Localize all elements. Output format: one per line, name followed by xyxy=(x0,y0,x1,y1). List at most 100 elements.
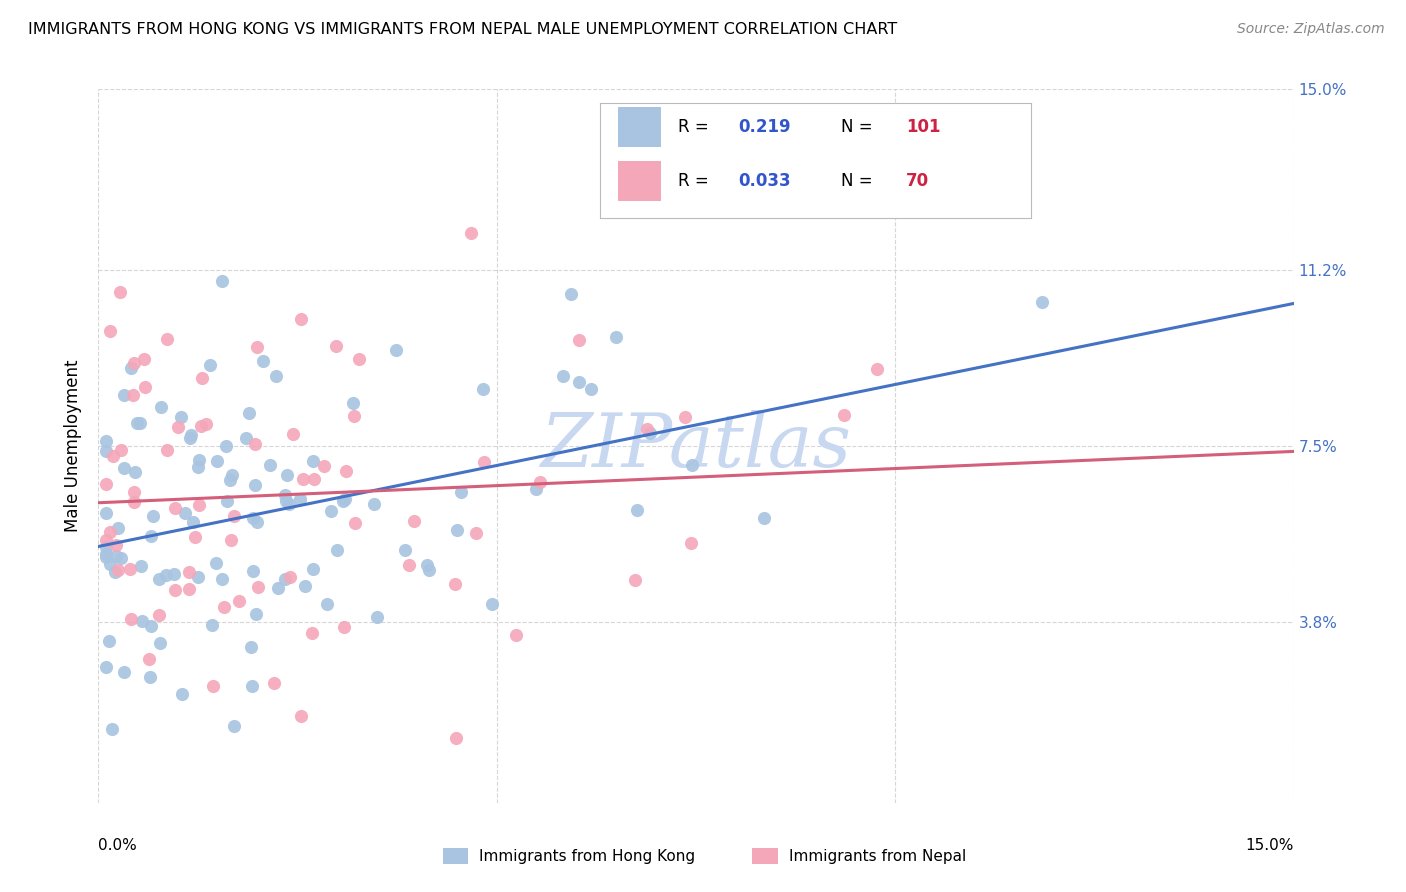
Point xyxy=(188,453,211,467)
Point xyxy=(224,508,246,523)
Point xyxy=(416,558,439,573)
Point xyxy=(472,382,495,396)
Point xyxy=(166,419,188,434)
Point xyxy=(190,418,212,433)
Point xyxy=(148,572,170,586)
Point xyxy=(290,709,312,723)
Y-axis label: Male Unemployment: Male Unemployment xyxy=(65,359,83,533)
Point xyxy=(524,483,547,497)
Point xyxy=(446,524,468,538)
Point xyxy=(344,516,367,530)
Point xyxy=(560,287,582,301)
Point xyxy=(1031,295,1053,310)
Point xyxy=(149,400,172,414)
Point xyxy=(180,428,202,442)
Point xyxy=(100,557,122,571)
Point xyxy=(112,461,135,475)
Point xyxy=(112,388,135,402)
Point xyxy=(273,488,295,502)
Point xyxy=(96,660,118,674)
Point xyxy=(141,529,163,543)
Point xyxy=(163,500,186,515)
Point xyxy=(240,679,263,693)
Text: 15.0%: 15.0% xyxy=(1246,838,1294,854)
Point xyxy=(142,509,165,524)
Point xyxy=(278,569,301,583)
Point xyxy=(120,612,142,626)
Point xyxy=(450,485,472,500)
Point xyxy=(636,422,658,436)
Point xyxy=(170,410,193,425)
Point xyxy=(568,376,591,390)
Text: Immigrants from Nepal: Immigrants from Nepal xyxy=(789,849,966,863)
Point xyxy=(107,521,129,535)
Text: 0.0%: 0.0% xyxy=(98,838,138,854)
Point xyxy=(221,467,243,482)
Point xyxy=(624,573,647,587)
Point xyxy=(201,618,224,632)
Point xyxy=(444,576,467,591)
Point xyxy=(104,549,127,563)
Point xyxy=(245,607,267,621)
Point xyxy=(110,550,132,565)
Point xyxy=(294,578,316,592)
Point xyxy=(274,494,297,508)
Text: ZIPatlas: ZIPatlas xyxy=(540,409,852,483)
Point xyxy=(149,636,172,650)
Point xyxy=(188,499,211,513)
Point xyxy=(568,333,591,347)
Point xyxy=(194,417,217,432)
Point xyxy=(127,416,149,430)
Point xyxy=(302,454,325,468)
Text: Immigrants from Hong Kong: Immigrants from Hong Kong xyxy=(479,849,696,863)
Point xyxy=(245,436,267,450)
Point xyxy=(122,387,145,401)
Point xyxy=(752,511,775,525)
Point xyxy=(267,581,290,595)
Point xyxy=(221,533,243,547)
Point xyxy=(335,464,357,478)
Point xyxy=(181,516,204,530)
Point xyxy=(325,339,347,353)
Point xyxy=(302,472,325,486)
Point xyxy=(398,558,420,572)
Point xyxy=(110,285,132,300)
Point xyxy=(211,572,233,586)
Point xyxy=(187,460,209,475)
Point xyxy=(105,538,128,552)
Point xyxy=(332,620,354,634)
Text: IMMIGRANTS FROM HONG KONG VS IMMIGRANTS FROM NEPAL MALE UNEMPLOYMENT CORRELATION: IMMIGRANTS FROM HONG KONG VS IMMIGRANTS … xyxy=(28,22,897,37)
Point xyxy=(198,358,221,372)
Point xyxy=(626,502,648,516)
Point xyxy=(505,628,527,642)
Point xyxy=(139,670,162,684)
Point xyxy=(96,477,118,491)
Point xyxy=(103,565,125,579)
Point xyxy=(165,583,187,598)
Point xyxy=(264,368,287,383)
Point xyxy=(170,687,193,701)
Point xyxy=(465,525,488,540)
Point xyxy=(131,559,153,574)
Point xyxy=(132,351,155,366)
Point xyxy=(138,651,160,665)
Point xyxy=(288,491,311,506)
Point xyxy=(155,568,177,582)
Point xyxy=(191,371,214,385)
Point xyxy=(98,324,121,338)
Point xyxy=(96,506,118,520)
Point xyxy=(107,563,129,577)
Point xyxy=(246,515,269,529)
Point xyxy=(444,731,467,746)
Point xyxy=(242,511,264,525)
Point xyxy=(301,562,323,576)
Point xyxy=(155,442,177,457)
Point xyxy=(129,416,152,430)
Point xyxy=(246,581,269,595)
Point xyxy=(673,409,696,424)
Point xyxy=(481,598,503,612)
Point xyxy=(290,311,312,326)
Point xyxy=(418,563,440,577)
Point xyxy=(156,332,179,346)
Point xyxy=(222,719,245,733)
